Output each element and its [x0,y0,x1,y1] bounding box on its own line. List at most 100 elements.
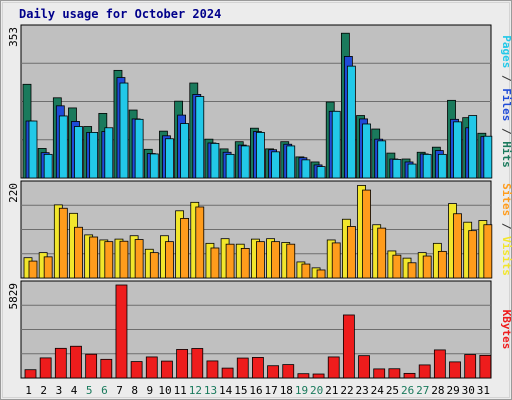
bar-pages-day-19 [301,159,311,179]
bar-kbytes-day-14 [221,367,234,379]
bar-sites-day-15 [240,248,250,279]
x-tick-label-day-27: 27 [416,384,429,397]
x-tick-label-day-30: 30 [462,384,475,397]
x-tick-label-day-31: 31 [477,384,490,397]
bar-kbytes-day-21 [327,356,340,379]
bar-sites-day-4 [74,226,83,279]
bar-kbytes-day-31 [479,354,492,379]
bar-pages-day-18 [286,145,296,179]
bar-kbytes-day-18 [282,364,295,379]
bar-sites-day-31 [483,224,493,279]
series-label-part: Hits [500,141,512,168]
bar-kbytes-day-4 [70,345,82,379]
bar-sites-day-11 [180,217,190,279]
bar-pages-day-27 [422,153,432,179]
bar-pages-day-9 [149,153,159,179]
bar-pages-day-2 [43,153,53,179]
bar-kbytes-day-26 [403,372,416,379]
bar-sites-day-19 [301,263,311,279]
x-tick-label-day-19: 19 [295,384,308,397]
x-tick-label-day-26: 26 [401,384,414,397]
bar-sites-day-22 [346,226,356,279]
bar-pages-day-10 [165,138,174,179]
x-tick-label-day-1: 1 [25,384,32,397]
bar-pages-day-30 [468,115,478,179]
series-label-part: Pages [500,35,512,68]
bar-kbytes-day-15 [236,357,249,379]
series-label-part: / [500,121,512,141]
bar-pages-day-4 [74,126,83,179]
bar-kbytes-day-28 [433,349,446,379]
bar-sites-day-9 [149,252,159,279]
bar-pages-day-28 [437,153,447,179]
bar-sites-day-1 [28,260,38,279]
bar-sites-day-24 [377,227,387,279]
bar-kbytes-day-6 [100,358,113,379]
bar-pages-day-15 [240,145,250,179]
bar-sites-day-27 [422,255,432,279]
bar-kbytes-day-10 [161,360,173,379]
y-max-label-hits-files-pages: 353 [7,27,20,47]
series-label-part: KBytes [500,310,512,350]
bar-sites-day-18 [286,243,296,279]
x-tick-label-day-21: 21 [325,384,338,397]
x-tick-label-day-11: 11 [174,384,187,397]
bar-sites-day-6 [104,241,114,279]
x-tick-label-day-4: 4 [71,384,78,397]
bar-sites-day-5 [89,236,99,279]
bar-kbytes-day-30 [464,354,477,379]
x-tick-label-day-28: 28 [431,384,444,397]
x-tick-label-day-17: 17 [265,384,278,397]
bar-kbytes-day-24 [373,368,386,379]
bar-kbytes-day-13 [206,360,219,379]
bar-kbytes-day-8 [130,361,143,379]
series-label-part: / [500,68,512,88]
bar-pages-day-8 [134,118,144,179]
x-tick-label-day-14: 14 [219,384,233,397]
x-tick-label-day-29: 29 [446,384,459,397]
bar-kbytes-day-16 [252,357,264,379]
bar-sites-day-10 [165,241,174,279]
bar-pages-day-22 [346,65,356,179]
bar-kbytes-day-17 [267,365,279,379]
bar-kbytes-day-29 [449,361,461,379]
bar-kbytes-day-12 [191,348,204,379]
x-tick-label-day-8: 8 [131,384,138,397]
x-tick-label-day-2: 2 [40,384,47,397]
x-tick-label-day-20: 20 [310,384,323,397]
y-max-label-visits-sites: 220 [7,183,20,203]
bar-pages-day-24 [377,140,387,179]
bar-sites-day-3 [58,207,68,279]
bar-kbytes-day-11 [176,349,189,379]
x-tick-label-day-10: 10 [158,384,171,397]
bar-kbytes-day-19 [297,373,310,379]
series-label-part: Sites [500,183,512,216]
bar-pages-day-5 [89,132,99,179]
bar-pages-day-11 [180,123,190,179]
bar-pages-day-1 [28,120,38,179]
bar-kbytes-day-25 [388,368,401,379]
bar-pages-day-3 [58,115,68,179]
x-tick-label-day-15: 15 [234,384,247,397]
x-tick-label-day-23: 23 [356,384,369,397]
bar-sites-day-20 [316,269,326,279]
series-label-part: Visits [500,236,512,276]
bar-pages-day-16 [256,132,265,179]
bar-sites-day-28 [437,250,447,279]
x-tick-label-day-22: 22 [340,384,353,397]
bar-sites-day-25 [392,254,402,279]
bar-kbytes-day-22 [342,314,355,379]
x-tick-label-day-13: 13 [204,384,217,397]
bar-kbytes-day-20 [312,373,325,379]
bar-pages-day-6 [104,127,114,179]
bar-kbytes-day-23 [358,355,370,379]
y-max-label-kbytes: 5829 [7,283,20,310]
bar-sites-day-8 [134,239,144,279]
bar-sites-day-2 [43,256,53,279]
bar-kbytes-day-3 [54,347,67,379]
bar-sites-day-16 [256,241,265,279]
x-tick-label-day-25: 25 [386,384,399,397]
